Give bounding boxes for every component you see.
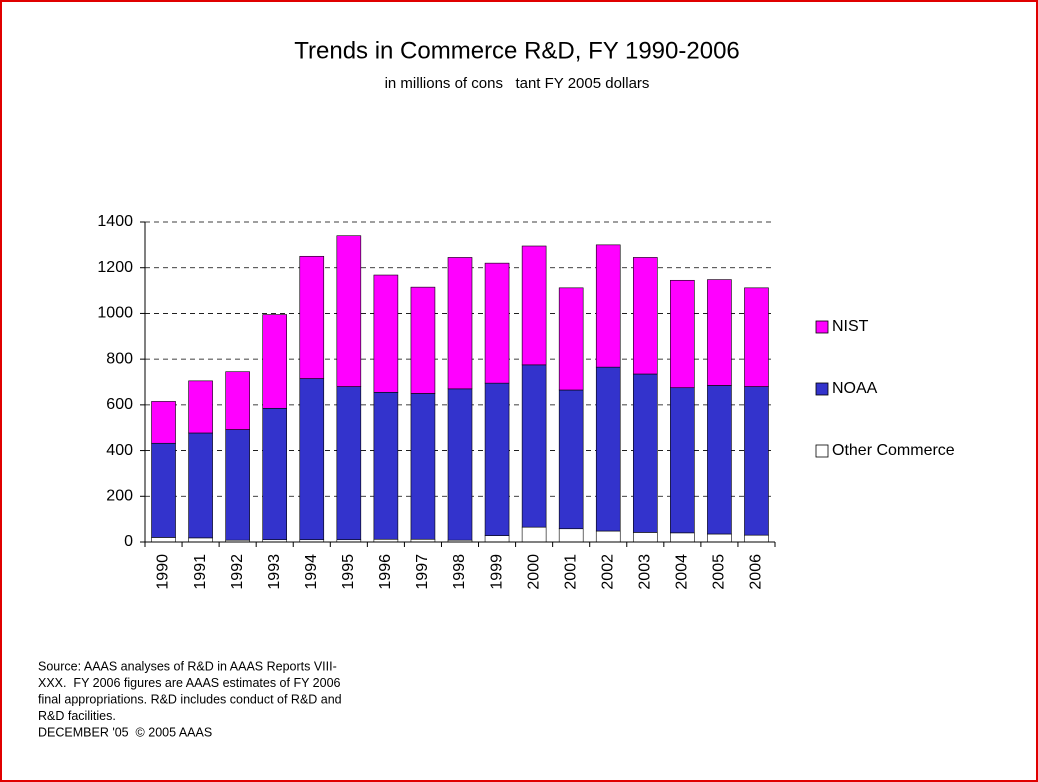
bar-segment bbox=[484, 535, 510, 543]
x-tick-label: 1998 bbox=[451, 554, 468, 590]
bar-segment bbox=[262, 407, 288, 541]
x-tick-label: 2001 bbox=[562, 554, 579, 590]
y-tick-label: 1200 bbox=[97, 259, 133, 276]
bar-segment bbox=[225, 371, 250, 430]
bar-segment bbox=[299, 255, 325, 379]
x-tick-label: 1994 bbox=[303, 554, 320, 590]
bar-segment bbox=[151, 442, 176, 538]
bar-segment bbox=[670, 532, 695, 543]
bar-segment bbox=[373, 391, 399, 540]
y-tick-label: 400 bbox=[106, 442, 133, 459]
y-tick-label: 0 bbox=[124, 533, 133, 550]
bar-segment bbox=[670, 387, 695, 534]
footnote: XXX. FY 2006 figures are AAAS estimates … bbox=[38, 676, 341, 690]
footnote: Source: AAAS analyses of R&D in AAAS Rep… bbox=[38, 659, 337, 673]
footnote: DECEMBER '05 © 2005 AAAS bbox=[38, 725, 212, 739]
x-tick-label: 2000 bbox=[525, 554, 542, 590]
bar-segment bbox=[262, 314, 288, 409]
bar-segment bbox=[744, 287, 769, 387]
bar-segment bbox=[670, 279, 695, 389]
bar-segment bbox=[188, 537, 213, 543]
bar-segment bbox=[410, 393, 436, 540]
bar-segment bbox=[188, 380, 213, 434]
x-tick-label: 1993 bbox=[266, 554, 283, 590]
x-tick-label: 1996 bbox=[377, 554, 394, 590]
bar-segment bbox=[632, 257, 658, 375]
bar-segment bbox=[558, 287, 584, 391]
legend-swatch bbox=[815, 382, 829, 396]
bar-segment bbox=[484, 382, 510, 536]
x-tick-label: 1990 bbox=[155, 554, 172, 590]
legend-swatch bbox=[815, 320, 829, 334]
bar-segment bbox=[151, 401, 176, 444]
bar-segment bbox=[373, 274, 399, 393]
x-tick-label: 2003 bbox=[637, 554, 654, 590]
bar-segment bbox=[632, 532, 658, 543]
x-tick-label: 2002 bbox=[599, 554, 616, 590]
x-tick-label: 1995 bbox=[340, 554, 357, 590]
bar-segment bbox=[558, 389, 584, 530]
x-tick-label: 1992 bbox=[229, 554, 246, 590]
bar-segment bbox=[521, 245, 547, 366]
bar-segment bbox=[410, 286, 436, 394]
bar-segment bbox=[707, 533, 732, 543]
legend-label: NIST bbox=[832, 318, 869, 335]
y-tick-label: 1000 bbox=[97, 305, 133, 322]
bar-segment bbox=[595, 244, 621, 368]
legend-label: Other Commerce bbox=[832, 442, 955, 459]
bar-segment bbox=[484, 262, 510, 384]
bar-segment bbox=[447, 388, 473, 541]
x-tick-label: 2005 bbox=[711, 554, 728, 590]
bar-segment bbox=[336, 235, 362, 387]
bar-segment bbox=[595, 366, 621, 532]
footnote: R&D facilities. bbox=[38, 709, 116, 723]
y-tick-label: 1400 bbox=[97, 213, 133, 230]
bar-segment bbox=[521, 364, 547, 528]
bar-segment bbox=[744, 386, 769, 536]
legend-swatch bbox=[815, 444, 829, 458]
bar-segment bbox=[558, 528, 584, 543]
bar-segment bbox=[632, 373, 658, 533]
x-tick-label: 1991 bbox=[192, 554, 209, 590]
y-tick-label: 600 bbox=[106, 396, 133, 413]
bar-segment bbox=[595, 530, 621, 543]
bar-segment bbox=[225, 429, 250, 541]
bar-segment bbox=[188, 432, 213, 539]
x-tick-label: 2006 bbox=[748, 554, 765, 590]
x-tick-label: 1999 bbox=[488, 554, 505, 590]
x-tick-label: 2004 bbox=[674, 554, 691, 590]
bar-segment bbox=[707, 385, 732, 535]
chart-title: Trends in Commerce R&D, FY 1990-2006 bbox=[294, 37, 740, 64]
bar-segment bbox=[151, 537, 176, 543]
x-tick-label: 1997 bbox=[414, 554, 431, 590]
bar-segment bbox=[336, 386, 362, 541]
bar-segment bbox=[299, 378, 325, 541]
y-tick-label: 800 bbox=[106, 350, 133, 367]
y-tick-label: 200 bbox=[106, 488, 133, 505]
bar-segment bbox=[707, 279, 732, 386]
footnote: final appropriations. R&D includes condu… bbox=[38, 692, 342, 706]
chart-subtitle: in millions of cons tant FY 2005 dollars bbox=[385, 75, 650, 92]
legend-label: NOAA bbox=[832, 380, 878, 397]
bar-segment bbox=[521, 526, 547, 543]
bar-segment bbox=[744, 534, 769, 543]
bar-segment bbox=[447, 257, 473, 390]
